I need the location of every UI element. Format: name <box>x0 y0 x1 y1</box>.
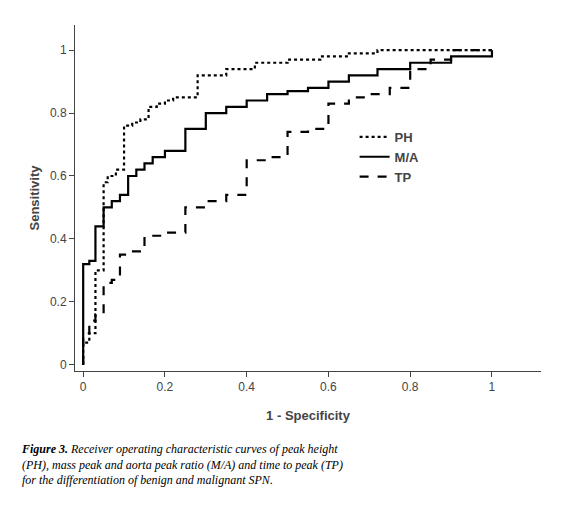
svg-text:1: 1 <box>60 43 67 57</box>
svg-text:TP: TP <box>395 170 412 185</box>
svg-text:0: 0 <box>60 358 67 372</box>
svg-text:0.8: 0.8 <box>50 106 67 120</box>
svg-text:Figure 3. Receiver operating c: Figure 3. Receiver operating characteris… <box>21 442 343 487</box>
svg-text:0.6: 0.6 <box>320 380 337 394</box>
svg-text:0.4: 0.4 <box>238 380 255 394</box>
svg-text:0.8: 0.8 <box>402 380 419 394</box>
svg-text:1 - Specificity: 1 - Specificity <box>266 408 351 423</box>
svg-text:0: 0 <box>80 380 87 394</box>
svg-text:M/A: M/A <box>395 150 419 165</box>
svg-text:0.2: 0.2 <box>157 380 174 394</box>
svg-text:1: 1 <box>489 380 496 394</box>
svg-text:0.6: 0.6 <box>50 169 67 183</box>
svg-text:0.4: 0.4 <box>50 232 67 246</box>
svg-text:PH: PH <box>395 130 413 145</box>
svg-text:0.2: 0.2 <box>50 295 67 309</box>
svg-text:Sensitivity: Sensitivity <box>27 165 42 231</box>
